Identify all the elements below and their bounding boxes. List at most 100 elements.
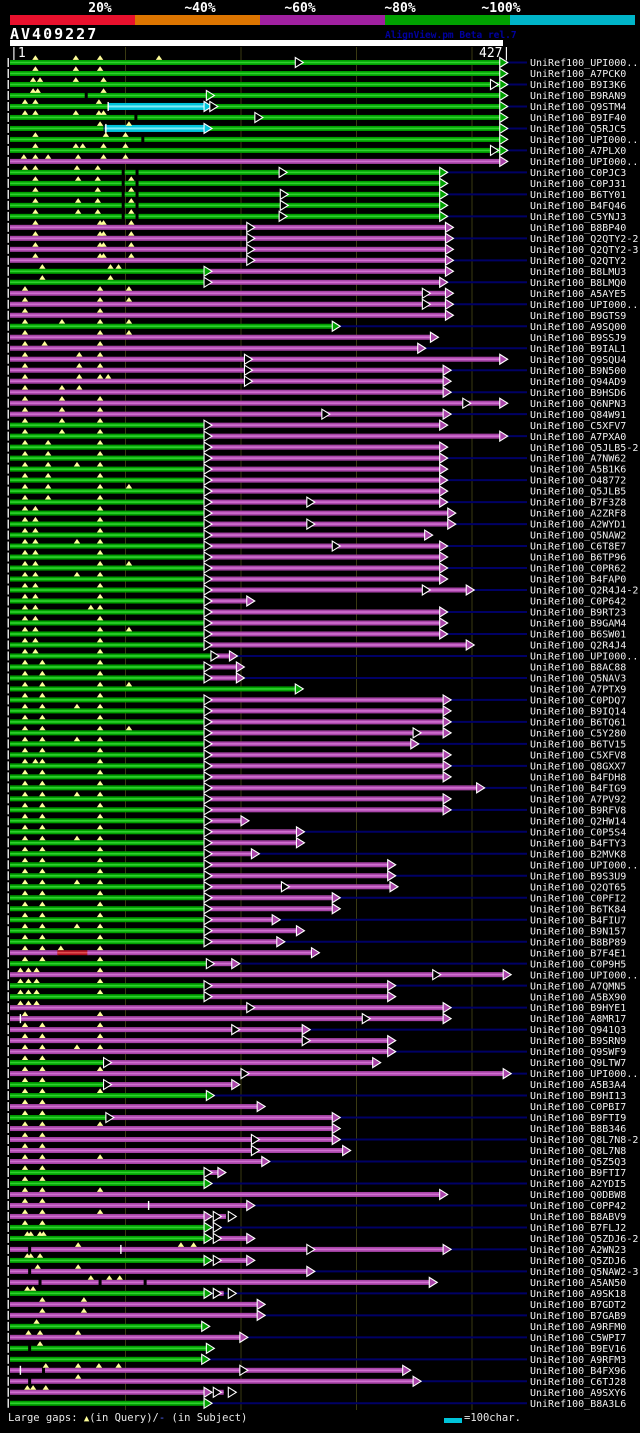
row-label[interactable]: UniRef100_B6TY01 xyxy=(530,190,626,201)
row-label[interactable]: UniRef100_B8A3L6 xyxy=(530,1399,626,1410)
alignment-row[interactable]: UniRef100_Q9LTW7 xyxy=(7,1055,627,1069)
alignment-row[interactable]: UniRef100_UPI000.. xyxy=(7,132,639,146)
alignment-row[interactable]: UniRef100_B9IAL1 xyxy=(7,341,627,355)
row-label[interactable]: UniRef100_B7GAB9 xyxy=(530,1311,626,1322)
alignment-row[interactable]: UniRef100_B9GTS9 xyxy=(7,308,627,322)
row-label[interactable]: UniRef100_B8LMQ0 xyxy=(530,278,626,289)
row-label[interactable]: UniRef100_B8BP89 xyxy=(530,937,626,948)
alignment-row[interactable]: UniRef100_B9SSJ9 xyxy=(7,330,627,344)
row-label[interactable]: UniRef100_B8ABV9 xyxy=(530,1212,626,1223)
row-label[interactable]: UniRef100_A5AYE5 xyxy=(530,289,626,300)
row-label[interactable]: UniRef100_B8AC88 xyxy=(530,663,626,674)
row-label[interactable]: UniRef100_UPI000.. xyxy=(530,1069,638,1080)
alignment-row[interactable]: UniRef100_A9SK18 xyxy=(7,1286,627,1300)
alignment-row[interactable]: UniRef100_A5AN50 xyxy=(7,1275,627,1289)
row-label[interactable]: UniRef100_A7PLX0 xyxy=(530,146,626,157)
alignment-row[interactable]: UniRef100_A5B3A4 xyxy=(7,1077,627,1091)
alignment-row[interactable]: UniRef100_C0P9H5 xyxy=(7,956,627,970)
row-label[interactable]: UniRef100_Q5Z5Q3 xyxy=(530,1157,626,1168)
alignment-row[interactable]: UniRef100_B4FIU7 xyxy=(7,912,627,927)
alignment-row[interactable]: UniRef100_C5WPI7 xyxy=(7,1330,627,1344)
row-label[interactable]: UniRef100_B9GAM4 xyxy=(530,619,626,630)
row-label[interactable]: UniRef100_Q84W91 xyxy=(530,410,626,421)
alignment-row[interactable]: UniRef100_B8B346 xyxy=(7,1121,627,1135)
alignment-row[interactable]: UniRef100_B9FTI7 xyxy=(7,1165,627,1179)
row-label[interactable]: UniRef100_B9RT23 xyxy=(530,608,626,619)
alignment-row[interactable]: UniRef100_C6TJ28 xyxy=(7,1374,627,1388)
row-label[interactable]: UniRef100_Q2QTY2 xyxy=(530,256,626,267)
alignment-row[interactable]: UniRef100_B8LMQ0 xyxy=(7,275,627,289)
alignment-row[interactable]: UniRef100_Q9SQU4 xyxy=(7,352,627,366)
row-label[interactable]: UniRef100_C5YNJ3 xyxy=(530,212,626,223)
alignment-row[interactable]: UniRef100_B2MVK8 xyxy=(7,846,627,861)
row-label[interactable]: UniRef100_C0PDQ7 xyxy=(530,696,626,707)
alignment-row[interactable]: UniRef100_C0P642 xyxy=(7,593,627,608)
alignment-row[interactable]: UniRef100_B6TQ61 xyxy=(7,714,627,729)
row-label[interactable]: UniRef100_Q5NAV3 xyxy=(530,674,626,685)
alignment-row[interactable]: UniRef100_Q5Z5Q3 xyxy=(7,1154,627,1168)
alignment-row[interactable]: UniRef100_B9IQ14 xyxy=(7,703,627,718)
alignment-row[interactable]: UniRef100_B4FQ46 xyxy=(7,198,627,212)
row-label[interactable]: UniRef100_UPI000.. xyxy=(530,58,638,69)
row-label[interactable]: UniRef100_Q2HW14 xyxy=(530,816,626,827)
row-label[interactable]: UniRef100_A5B1K6 xyxy=(530,465,626,476)
row-label[interactable]: UniRef100_B2MVK8 xyxy=(530,849,626,860)
alignment-row[interactable]: UniRef100_B6SW01 xyxy=(7,626,627,641)
row-label[interactable]: UniRef100_B6TQ61 xyxy=(530,718,626,729)
alignment-row[interactable]: UniRef100_A9SQ00 xyxy=(7,319,627,333)
alignment-row[interactable]: UniRef100_A2WN23 xyxy=(7,1242,627,1256)
alignment-row[interactable]: UniRef100_Q94AD9 xyxy=(7,374,627,388)
alignment-row[interactable]: UniRef100_A5BX90 xyxy=(7,989,627,1003)
row-label[interactable]: UniRef100_C0PR62 xyxy=(530,564,626,575)
row-label[interactable]: UniRef100_B9IF40 xyxy=(530,113,626,124)
alignment-row[interactable]: UniRef100_A5B1K6 xyxy=(7,461,627,476)
alignment-row[interactable]: UniRef100_C0PBI7 xyxy=(7,1099,627,1113)
alignment-row[interactable]: UniRef100_B9RFV8 xyxy=(7,802,627,817)
row-label[interactable]: UniRef100_B6TV15 xyxy=(530,739,626,750)
row-label[interactable]: UniRef100_A5B3A4 xyxy=(530,1080,626,1091)
alignment-row[interactable]: UniRef100_B8BP40 xyxy=(7,220,627,234)
row-label[interactable]: UniRef100_Q5ZDJ6-2 xyxy=(530,1234,638,1245)
row-label[interactable]: UniRef100_Q5NAW2-3 xyxy=(530,1267,638,1278)
alignment-row[interactable]: UniRef100_A7PXA0 xyxy=(7,428,627,443)
row-label[interactable]: UniRef100_B9N157 xyxy=(530,926,626,937)
row-label[interactable]: UniRef100_A9RFM0 xyxy=(530,1322,626,1333)
row-label[interactable]: UniRef100_A9SXY6 xyxy=(530,1388,626,1399)
alignment-row[interactable]: UniRef100_Q5RJC5 xyxy=(7,121,627,135)
alignment-row[interactable]: UniRef100_Q2HW14 xyxy=(7,813,627,828)
alignment-row[interactable]: UniRef100_Q2QTY2-2 xyxy=(7,231,639,245)
row-label[interactable]: UniRef100_C6T8E7 xyxy=(530,542,626,553)
row-label[interactable]: UniRef100_C0PJ31 xyxy=(530,179,626,190)
row-label[interactable]: UniRef100_A5AN50 xyxy=(530,1278,626,1289)
row-label[interactable]: UniRef100_A9SQ00 xyxy=(530,322,626,333)
row-label[interactable]: UniRef100_B6TP96 xyxy=(530,553,626,564)
row-label[interactable]: UniRef100_B9SSJ9 xyxy=(530,333,626,344)
row-label[interactable]: UniRef100_B4FIG9 xyxy=(530,783,626,794)
alignment-row[interactable]: UniRef100_Q5NAV3 xyxy=(7,670,627,685)
alignment-row[interactable]: UniRef100_B6TP96 xyxy=(7,549,627,564)
row-label[interactable]: UniRef100_A2ZRF8 xyxy=(530,509,626,520)
alignment-row[interactable]: UniRef100_UPI000.. xyxy=(7,55,639,69)
row-label[interactable]: UniRef100_C6TJ28 xyxy=(530,1377,626,1388)
row-label[interactable]: UniRef100_B9GTS9 xyxy=(530,311,626,322)
alignment-row[interactable]: UniRef100_B4FAP0 xyxy=(7,571,627,586)
row-label[interactable]: UniRef100_B6SW01 xyxy=(530,630,626,641)
row-label[interactable]: UniRef100_Q5JLB5 xyxy=(530,487,626,498)
alignment-row[interactable]: UniRef100_Q2QT65 xyxy=(7,879,627,894)
alignment-row[interactable]: UniRef100_C6T8E7 xyxy=(7,538,627,553)
alignment-row[interactable]: UniRef100_B8ABV9 xyxy=(7,1209,627,1223)
row-label[interactable]: UniRef100_B9HYE1 xyxy=(530,1003,626,1014)
alignment-row[interactable]: UniRef100_B8BP89 xyxy=(7,934,627,949)
alignment-row[interactable]: UniRef100_A7PLX0 xyxy=(7,143,627,157)
row-label[interactable]: UniRef100_UPI000.. xyxy=(530,300,638,311)
row-label[interactable]: UniRef100_C5XFV7 xyxy=(530,421,626,432)
row-label[interactable]: UniRef100_Q8GXX7 xyxy=(530,761,626,772)
alignment-row[interactable]: UniRef100_Q5NAW2-3 xyxy=(7,1264,639,1278)
row-label[interactable]: UniRef100_C0PJC3 xyxy=(530,168,626,179)
row-label[interactable]: UniRef100_A9SK18 xyxy=(530,1289,626,1300)
alignment-row[interactable]: UniRef100_B9SRN9 xyxy=(7,1033,627,1047)
alignment-row[interactable]: UniRef100_B8AC88 xyxy=(7,659,627,674)
row-label[interactable]: UniRef100_A8MR17 xyxy=(530,1014,626,1025)
alignment-row[interactable]: UniRef100_B9I3K6 xyxy=(7,77,627,91)
alignment-row[interactable]: UniRef100_B9RAN9 xyxy=(7,88,627,102)
